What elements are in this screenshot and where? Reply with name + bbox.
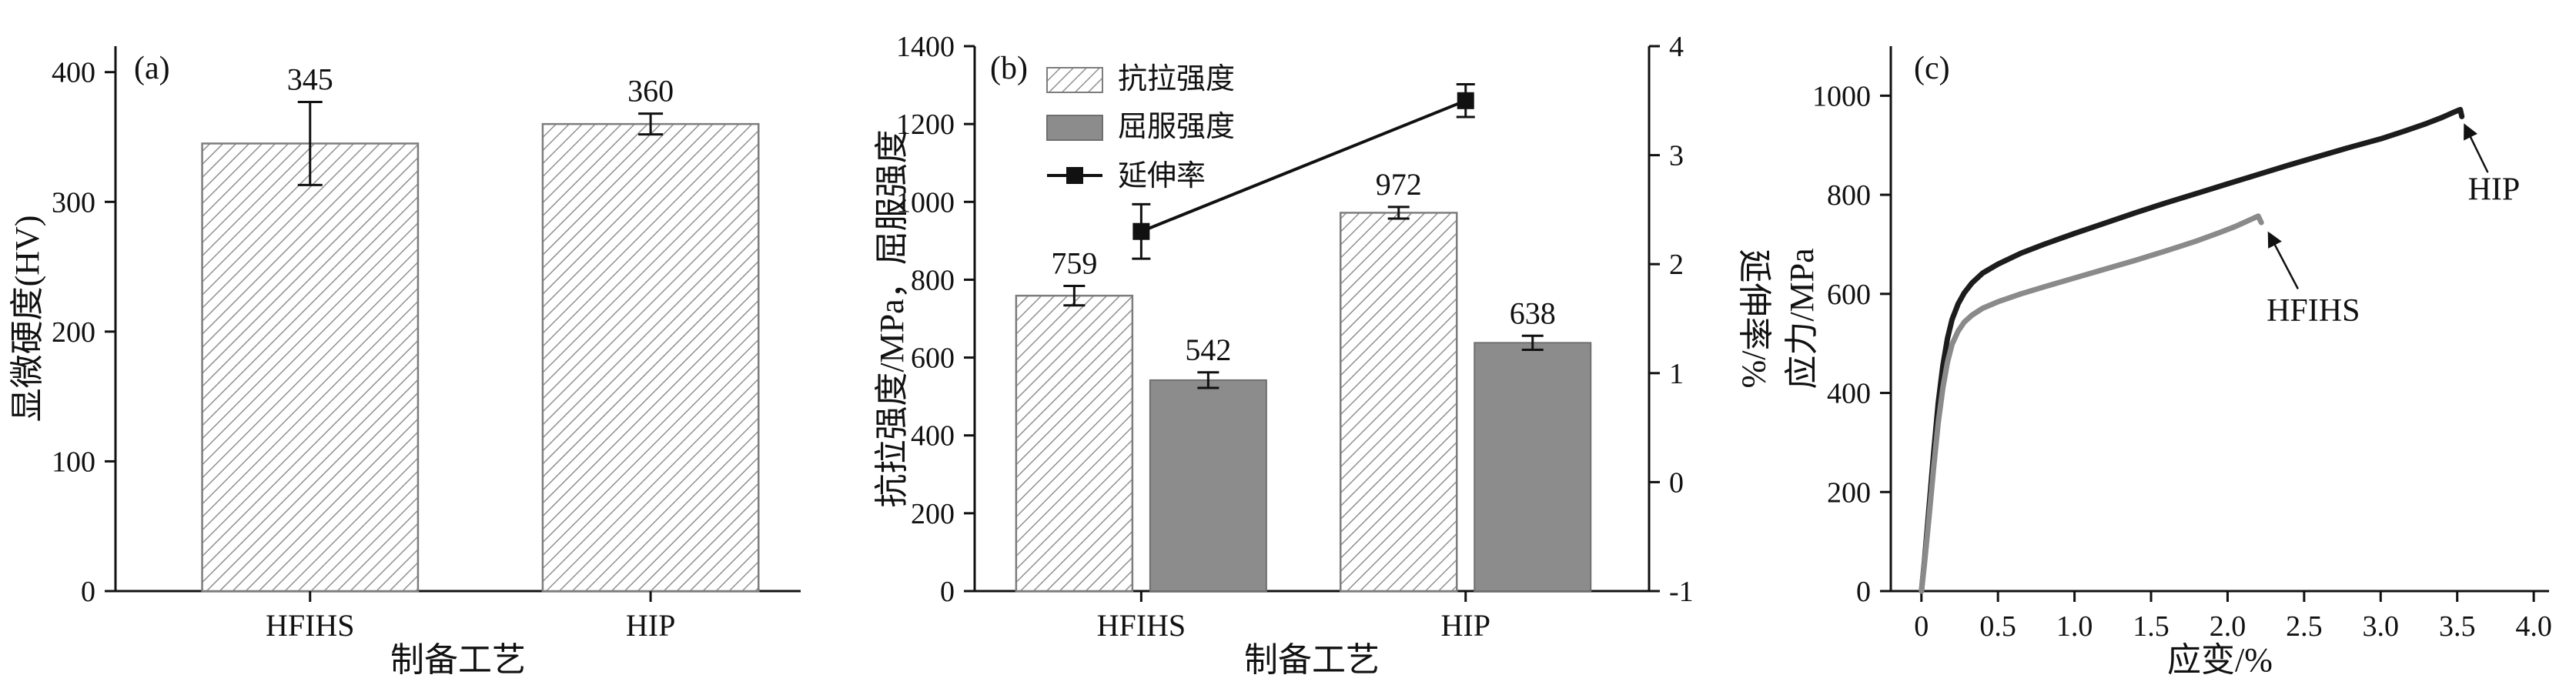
y-tick-label: 400 bbox=[52, 57, 95, 89]
x-tick-label: 3.0 bbox=[2363, 610, 2400, 643]
left-y-tick-label: 1200 bbox=[896, 109, 955, 141]
y-tick-label: 400 bbox=[1827, 378, 1871, 410]
left-y-tick-label: 800 bbox=[911, 264, 955, 296]
y-tick-label: 1000 bbox=[1812, 80, 1871, 112]
bar-value-label: 345 bbox=[287, 62, 333, 96]
hardness-bar-hip bbox=[541, 122, 760, 593]
y-tick-label: 200 bbox=[52, 316, 95, 349]
tensile-bar-hip bbox=[1339, 212, 1458, 593]
legend-swatch-yield bbox=[1046, 115, 1103, 141]
x-tick-label: HFIHS bbox=[1097, 608, 1186, 643]
x-tick-label: 3.5 bbox=[2439, 610, 2476, 643]
hardness-bar-hfihs bbox=[201, 142, 420, 593]
x-tick-label: HIP bbox=[626, 608, 675, 643]
y-tick-label: 200 bbox=[1827, 476, 1871, 509]
y-tick-label: 0 bbox=[81, 576, 95, 608]
panel-label: (c) bbox=[1914, 51, 1950, 86]
curve-hip bbox=[1919, 106, 2465, 594]
bar-value-label: 972 bbox=[1376, 167, 1422, 202]
left-y-axis-label: 抗拉强度/MPa，屈服强度 bbox=[873, 129, 911, 507]
bar-value-label: 360 bbox=[627, 74, 674, 109]
x-axis-label: 应变/% bbox=[2167, 641, 2273, 679]
elongation-marker bbox=[1457, 92, 1474, 109]
chart-b-strength-elongation: 0 200 400 600 800 1000 1200 1400 -1 0 1 2 3 4 759 542 HF… bbox=[866, 0, 1775, 695]
left-y-tick-label: 400 bbox=[911, 420, 955, 453]
x-tick-label: 0.5 bbox=[1979, 610, 2016, 643]
y-axis-label: 显微硬度(HV) bbox=[8, 216, 46, 423]
left-y-tick-label: 600 bbox=[911, 342, 955, 375]
right-y-tick-label: 3 bbox=[1669, 140, 1684, 172]
annotation-arrow bbox=[2464, 123, 2489, 173]
elongation-line bbox=[1140, 99, 1467, 233]
legend-label-yield: 屈服强度 bbox=[1118, 111, 1235, 143]
right-y-tick-label: -1 bbox=[1669, 576, 1694, 608]
left-y-tick-label: 1000 bbox=[896, 186, 955, 219]
right-y-tick-label: 4 bbox=[1669, 31, 1684, 63]
x-tick-label: 2.0 bbox=[2210, 610, 2246, 643]
left-y-tick-label: 1400 bbox=[896, 31, 955, 63]
elongation-marker bbox=[1132, 222, 1150, 240]
x-tick-label: HFIHS bbox=[266, 608, 355, 643]
legend-label-elongation: 延伸率 bbox=[1118, 160, 1206, 192]
y-tick-label: 300 bbox=[52, 186, 95, 219]
y-axis-label: 应力/MPa bbox=[1783, 248, 1821, 389]
right-y-tick-label: 0 bbox=[1669, 466, 1684, 499]
right-y-axis-label: 延伸率/% bbox=[1735, 249, 1773, 389]
yield-bar-hfihs bbox=[1149, 379, 1267, 592]
annotation-hip: HIP bbox=[2468, 172, 2521, 208]
x-axis-label: 制备工艺 bbox=[390, 641, 526, 679]
annotation-arrow bbox=[2267, 231, 2300, 289]
x-tick-label: 0 bbox=[1914, 610, 1929, 643]
tensile-bar-hfihs bbox=[1015, 294, 1134, 593]
x-tick-label: 1.0 bbox=[2056, 610, 2093, 643]
yield-bar-hip bbox=[1474, 342, 1592, 592]
right-y-tick-label: 2 bbox=[1669, 249, 1684, 281]
y-tick-label: 600 bbox=[1827, 279, 1871, 311]
annotation-hfihs: HFIHS bbox=[2267, 293, 2360, 329]
bar-value-label: 638 bbox=[1510, 296, 1556, 330]
y-tick-label: 0 bbox=[1856, 576, 1871, 608]
bar-value-label: 542 bbox=[1185, 332, 1231, 367]
legend-marker-elongation bbox=[1066, 167, 1083, 184]
left-y-tick-label: 0 bbox=[940, 576, 955, 608]
curve-hfihs bbox=[1919, 213, 2264, 594]
left-y-tick-label: 200 bbox=[911, 498, 955, 530]
x-tick-label: 2.5 bbox=[2286, 610, 2323, 643]
x-tick-label: HIP bbox=[1441, 608, 1490, 643]
chart-c-stress-strain: 0 200 400 600 800 1000 0 0.5 1.0 1.5 2.0 2.5 3.0 3.5 4… bbox=[1775, 0, 2576, 695]
x-tick-label: 1.5 bbox=[2133, 610, 2170, 643]
panel-label: (a) bbox=[134, 51, 170, 86]
legend-swatch-tensile bbox=[1046, 67, 1103, 93]
panel-label: (b) bbox=[990, 51, 1028, 86]
chart-a-microhardness: 0 100 200 300 400 345 HFIHS 360 HIP 制备工艺 显微硬度(HV) (… bbox=[0, 0, 866, 695]
y-tick-label: 800 bbox=[1827, 179, 1871, 212]
y-tick-label: 100 bbox=[52, 446, 95, 478]
bar-value-label: 759 bbox=[1051, 246, 1097, 281]
x-tick-label: 4.0 bbox=[2515, 610, 2552, 643]
right-y-tick-label: 1 bbox=[1669, 358, 1684, 390]
legend-label-tensile: 抗拉强度 bbox=[1118, 63, 1235, 95]
x-axis-label: 制备工艺 bbox=[1244, 641, 1380, 679]
